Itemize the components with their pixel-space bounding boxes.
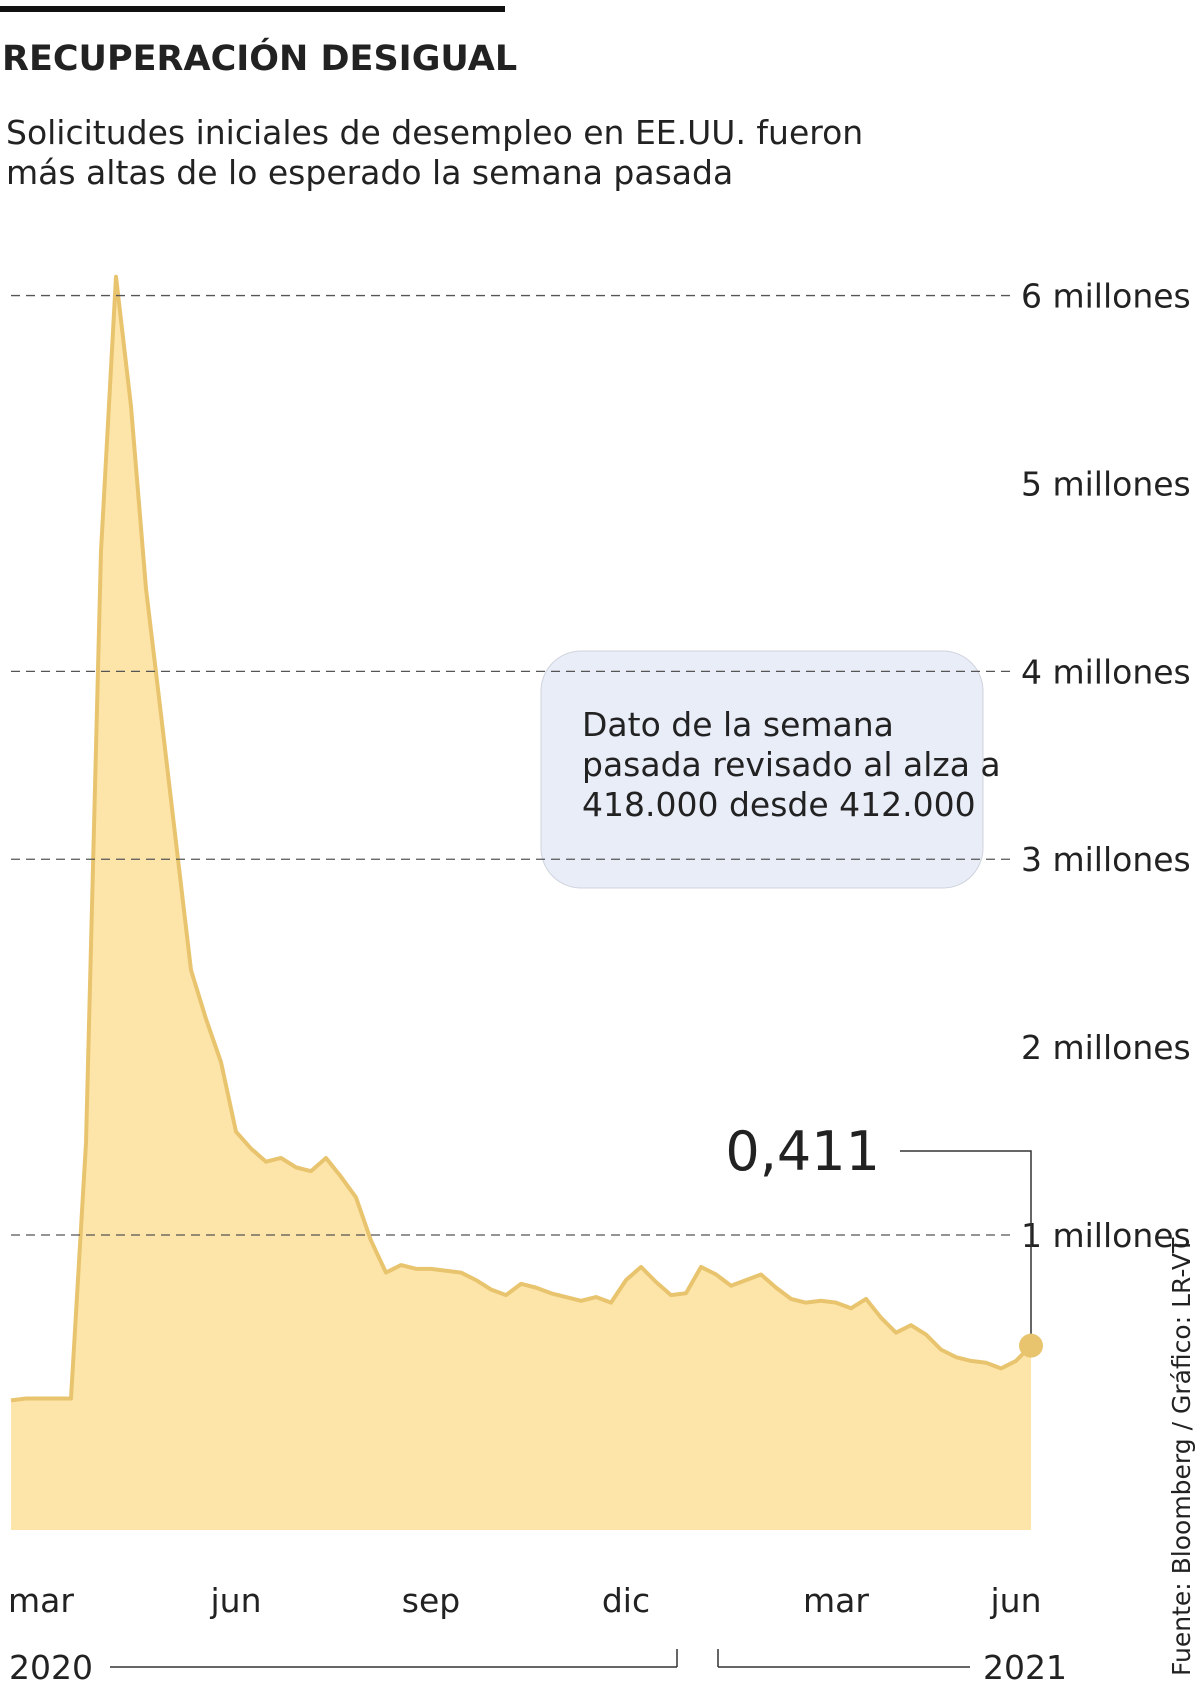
- chart-title: RECUPERACIÓN DESIGUAL: [2, 37, 517, 79]
- x-tick-label: mar: [8, 1581, 74, 1620]
- x-tick-label: jun: [210, 1581, 262, 1620]
- x-tick-label: jun: [990, 1581, 1042, 1620]
- callout-line: [900, 1150, 1032, 1346]
- y-tick-label: 6 millones: [1021, 277, 1191, 316]
- y-tick-label: 4 millones: [1021, 652, 1191, 691]
- area: [11, 276, 1031, 1530]
- line: [10, 274, 1033, 1403]
- last-point: [1019, 1333, 1043, 1358]
- y-tick-label: 5 millones: [1021, 464, 1191, 503]
- y-tick-label: 1 millones: [1021, 1216, 1191, 1255]
- annotation-box: [540, 650, 984, 889]
- x-tick-label: mar: [803, 1581, 869, 1620]
- annotation: 418.000 desde 412.000: [582, 785, 976, 824]
- title-bar: [0, 6, 505, 12]
- year-label: 2021: [983, 1648, 1067, 1687]
- x-tick-label: dic: [602, 1581, 650, 1620]
- subtitle: más altas de lo esperado la semana pasad…: [6, 153, 733, 192]
- annotation: Dato de la semana: [582, 705, 894, 744]
- y-tick-label: 2 millones: [1021, 1028, 1191, 1067]
- annotation: pasada revisado al alza a: [582, 745, 1001, 784]
- subtitle: Solicitudes iniciales de desempleo en EE…: [6, 113, 863, 152]
- x-tick-label: sep: [402, 1581, 460, 1620]
- value-label: 0,411: [725, 1120, 880, 1183]
- source: Fuente: Bloomberg / Gráfico: LR-VT: [1167, 1237, 1196, 1676]
- year-label: 2020: [9, 1648, 93, 1687]
- y-tick-label: 3 millones: [1021, 840, 1191, 879]
